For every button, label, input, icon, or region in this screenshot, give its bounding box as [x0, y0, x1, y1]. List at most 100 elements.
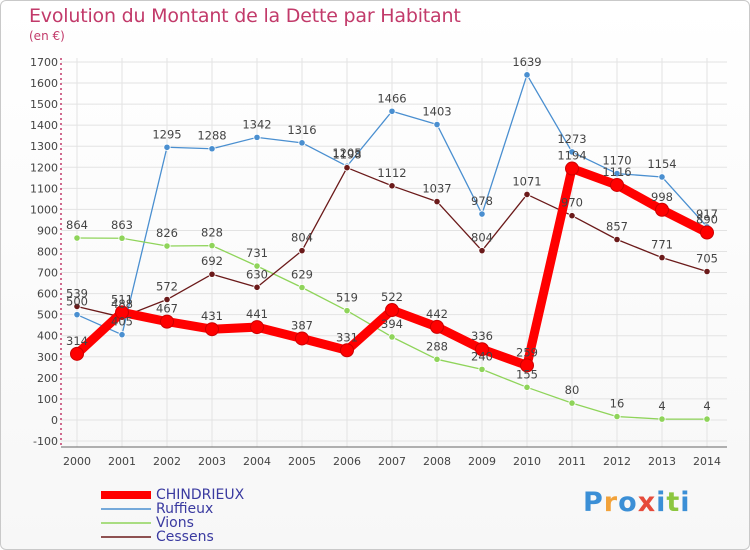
data-point-vions — [118, 234, 126, 242]
data-point-vions — [523, 383, 531, 391]
data-label-vions: 864 — [66, 218, 88, 232]
data-label-cessens: 804 — [471, 231, 493, 245]
data-point-chindrieux — [655, 202, 669, 217]
data-label-chindrieux: 441 — [246, 307, 268, 321]
data-label-chindrieux: 314 — [66, 334, 88, 348]
data-label-vions: 288 — [426, 339, 448, 353]
data-label-chindrieux: 259 — [516, 345, 538, 359]
data-point-chindrieux — [205, 322, 219, 337]
data-point-ruffieux — [523, 71, 531, 79]
y-tick-label: 700 — [37, 267, 58, 280]
legend-item-cessens: Cessens — [101, 529, 401, 545]
x-tick-label: 2011 — [558, 455, 586, 468]
data-label-chindrieux: 511 — [111, 292, 133, 306]
chart-unit: (en €) — [29, 29, 65, 43]
y-tick-label: 1400 — [30, 119, 58, 132]
y-tick-label: 900 — [37, 224, 58, 237]
data-point-ruffieux — [298, 139, 306, 147]
data-point-ruffieux — [73, 311, 81, 319]
y-tick-label: -100 — [33, 435, 58, 448]
data-point-cessens — [523, 190, 531, 199]
data-label-chindrieux: 431 — [201, 309, 223, 323]
y-tick-label: 1100 — [30, 182, 58, 195]
data-point-vions — [568, 399, 576, 407]
x-tick-label: 2009 — [468, 455, 496, 468]
data-label-vions: 155 — [516, 367, 538, 381]
data-point-cessens — [613, 235, 621, 244]
x-tick-label: 2012 — [603, 455, 631, 468]
y-tick-label: 600 — [37, 288, 58, 301]
y-tick-label: 200 — [37, 372, 58, 385]
x-tick-label: 2004 — [243, 455, 271, 468]
data-label-vions: 826 — [156, 226, 178, 240]
legend-item-vions: Vions — [101, 515, 401, 531]
data-label-cessens: 630 — [246, 267, 268, 281]
data-label-cessens: 488 — [111, 297, 133, 311]
data-point-ruffieux — [253, 133, 261, 141]
data-point-chindrieux — [385, 303, 399, 318]
data-label-ruffieux: 1288 — [197, 129, 226, 143]
y-tick-label: 1600 — [30, 77, 58, 90]
data-label-chindrieux: 467 — [156, 302, 178, 316]
data-point-vions — [433, 355, 441, 363]
data-label-chindrieux: 890 — [696, 213, 718, 227]
data-label-cessens: 692 — [201, 254, 223, 268]
data-label-cessens: 771 — [651, 238, 673, 252]
data-point-vions — [298, 283, 306, 292]
data-point-cessens — [388, 182, 396, 190]
legend-swatch-cessens — [101, 536, 151, 538]
data-label-cessens: 1112 — [377, 166, 406, 180]
data-label-vions: 4 — [658, 399, 665, 413]
x-tick-label: 2014 — [693, 455, 721, 468]
legend-label-ruffieux: Ruffieux — [156, 501, 214, 517]
data-point-chindrieux — [520, 358, 534, 373]
data-point-cessens — [253, 283, 261, 291]
data-label-chindrieux: 1116 — [602, 165, 631, 179]
data-label-ruffieux: 1170 — [602, 154, 631, 168]
data-point-chindrieux — [610, 177, 624, 192]
data-label-vions: 240 — [471, 349, 493, 363]
data-point-ruffieux — [163, 143, 171, 151]
data-label-ruffieux: 1403 — [422, 105, 451, 119]
legend-item-ruffieux: Ruffieux — [101, 501, 401, 517]
data-label-cessens: 539 — [66, 286, 88, 300]
data-label-cessens: 970 — [561, 196, 583, 210]
data-label-chindrieux: 442 — [426, 307, 448, 321]
data-point-vions — [478, 365, 486, 374]
data-label-vions: 629 — [291, 268, 313, 282]
data-point-cessens — [703, 267, 711, 276]
data-label-chindrieux: 1194 — [557, 149, 586, 163]
data-point-chindrieux — [295, 331, 309, 346]
data-label-ruffieux: 405 — [111, 315, 133, 329]
data-point-vions — [343, 307, 351, 315]
legend-label-chindrieux: CHINDRIEUX — [156, 487, 245, 503]
data-label-ruffieux: 1466 — [377, 91, 406, 105]
data-label-cessens: 572 — [156, 280, 178, 294]
data-label-cessens: 1198 — [332, 148, 361, 162]
data-label-ruffieux: 978 — [471, 194, 493, 208]
legend-item-chindrieux: CHINDRIEUX — [101, 487, 401, 503]
y-tick-label: 1500 — [30, 98, 58, 111]
x-tick-label: 2007 — [378, 455, 406, 468]
data-label-chindrieux: 336 — [471, 329, 493, 343]
data-point-chindrieux — [250, 320, 264, 335]
data-point-ruffieux — [478, 210, 486, 218]
data-point-ruffieux — [613, 169, 621, 178]
data-label-ruffieux: 1273 — [557, 132, 586, 146]
proxiti-logo: Proxiti — [583, 487, 691, 518]
data-point-cessens — [298, 247, 306, 255]
data-label-vions: 863 — [111, 218, 133, 232]
data-point-chindrieux — [160, 314, 174, 329]
y-tick-label: 400 — [37, 330, 58, 343]
data-label-chindrieux: 331 — [336, 330, 358, 344]
data-label-vions: 80 — [565, 383, 580, 397]
data-label-ruffieux: 500 — [66, 295, 88, 309]
data-point-ruffieux — [118, 331, 126, 339]
data-point-chindrieux — [70, 346, 84, 361]
data-point-vions — [703, 415, 711, 423]
data-point-chindrieux — [475, 342, 489, 357]
data-point-ruffieux — [208, 145, 216, 153]
x-tick-label: 2013 — [648, 455, 676, 468]
